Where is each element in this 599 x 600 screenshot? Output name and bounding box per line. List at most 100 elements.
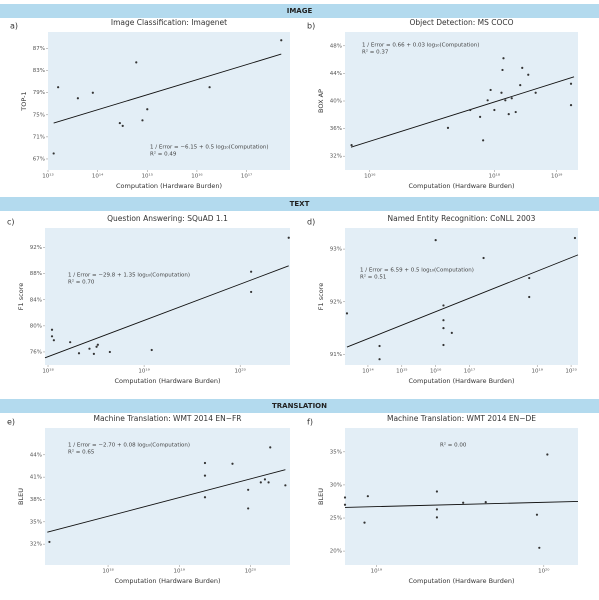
plot-area (48, 32, 290, 170)
x-axis-label: Computation (Hardware Burden) (116, 182, 222, 190)
trend-line (350, 76, 575, 148)
data-point (527, 73, 530, 76)
y-tick-label: 84% (30, 297, 42, 303)
y-tick-label: 36% (330, 126, 342, 132)
data-point (50, 335, 54, 338)
data-point (135, 61, 138, 64)
data-point (231, 462, 234, 465)
y-tick-label: 75% (33, 112, 45, 118)
data-point (88, 347, 91, 350)
data-point (247, 507, 250, 510)
data-point (450, 331, 453, 334)
x-axis-label: Computation (Hardware Burden) (408, 182, 514, 190)
data-point (486, 99, 489, 102)
x-tick-label: 10¹⁴ (362, 368, 374, 375)
section-bar (0, 197, 599, 211)
y-tick-label: 88% (30, 271, 42, 277)
data-point (493, 108, 496, 112)
data-point (514, 110, 517, 114)
data-point (519, 84, 522, 87)
data-point (121, 124, 124, 127)
plot-area (345, 32, 578, 170)
y-tick-label: 87% (33, 46, 45, 52)
data-point (57, 86, 60, 89)
annotation: R² = 0.70 (68, 279, 95, 286)
x-tick-label: 10²⁰ (565, 368, 577, 375)
data-point (546, 453, 549, 456)
annotation: 1 / Error = −2.70 + 0.08 log₁₀(Computati… (68, 443, 190, 449)
x-axis-label: Computation (Hardware Burden) (408, 377, 514, 385)
panel-label: d) (307, 218, 315, 227)
x-tick-label: 10²⁰ (245, 568, 257, 575)
data-point (146, 108, 149, 111)
data-point (250, 270, 253, 273)
plot-area (45, 428, 290, 565)
x-tick-label: 10¹⁶ (191, 173, 203, 180)
y-tick-label: 79% (33, 90, 45, 96)
x-axis-label: Computation (Hardware Burden) (408, 577, 514, 585)
data-point (150, 348, 153, 352)
y-tick-label: 91% (330, 352, 342, 358)
data-point (52, 152, 55, 155)
y-tick-label: 76% (30, 349, 42, 355)
data-point (280, 39, 283, 42)
y-axis-label: F1 score (17, 283, 25, 310)
chart-title: Image Classification: Imagenet (111, 18, 227, 27)
x-axis-label: Computation (Hardware Burden) (114, 377, 220, 385)
data-point (269, 446, 272, 449)
y-tick-label: 35% (30, 519, 42, 525)
data-point (263, 478, 267, 481)
data-point (469, 108, 472, 112)
y-tick-label: 48% (330, 43, 342, 49)
data-point (350, 144, 353, 147)
y-tick-label: 92% (330, 299, 342, 305)
data-point (96, 343, 99, 346)
data-point (435, 490, 439, 493)
section-bar (0, 399, 599, 413)
x-tick-label: 10²⁰ (538, 568, 550, 575)
y-tick-label: 71% (33, 134, 45, 140)
trend-line (44, 265, 289, 359)
data-point (573, 236, 577, 240)
data-point (76, 97, 79, 100)
data-point (484, 501, 487, 504)
data-point (462, 501, 465, 504)
data-point (502, 57, 505, 60)
y-tick-label: 32% (30, 542, 42, 548)
x-tick-label: 10¹⁹ (138, 368, 149, 375)
x-tick-label: 10¹⁸ (489, 173, 501, 180)
y-tick-label: 92% (30, 245, 42, 251)
chart-title: Object Detection: MS COCO (409, 18, 513, 27)
data-point (510, 97, 513, 100)
data-point (528, 295, 531, 299)
x-tick-label: 10¹⁸ (42, 368, 54, 375)
data-point (442, 304, 445, 307)
data-point (569, 104, 573, 107)
x-tick-label: 10¹⁷ (464, 368, 475, 375)
y-tick-label: 40% (330, 99, 342, 105)
annotation: 1 / Error = 0.66 + 0.03 log₁₀(Computatio… (362, 43, 479, 49)
data-point (50, 328, 54, 331)
data-point (538, 546, 541, 549)
x-tick-label: 10¹⁴ (92, 173, 104, 180)
data-point (259, 481, 262, 484)
data-point (442, 319, 445, 322)
plot-area (345, 428, 578, 565)
data-point (489, 88, 492, 92)
data-point (435, 508, 439, 511)
x-tick-label: 10¹⁶ (430, 368, 442, 375)
data-point (446, 126, 450, 130)
trend-line (346, 254, 579, 348)
trend-line (344, 501, 579, 508)
data-point (345, 312, 349, 315)
x-tick-label: 10²⁰ (234, 368, 246, 375)
data-point (482, 139, 485, 142)
data-point (501, 68, 504, 72)
y-axis-label: F1 score (317, 283, 325, 310)
panel-label: f) (307, 418, 313, 427)
data-point (284, 484, 287, 487)
y-tick-label: 83% (33, 68, 45, 74)
y-tick-label: 80% (30, 323, 42, 329)
data-point (442, 327, 445, 330)
x-tick-label: 10¹⁹ (532, 368, 543, 375)
